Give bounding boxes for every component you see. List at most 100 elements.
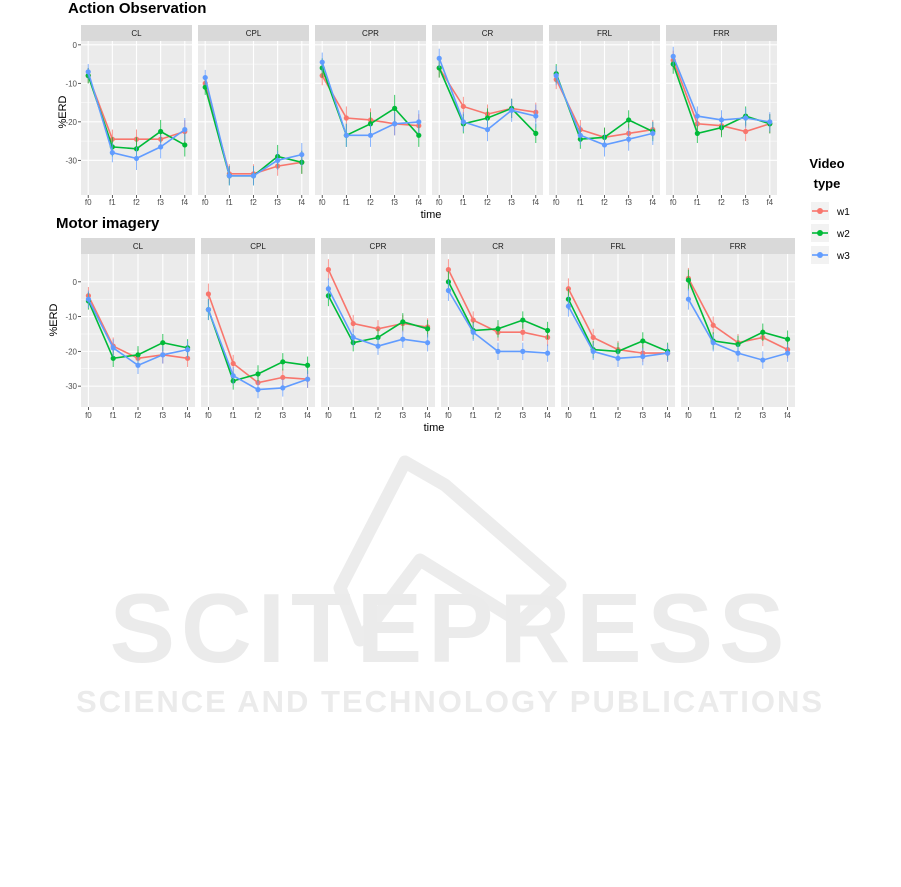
data-point bbox=[694, 130, 700, 136]
x-tick-label: f4 bbox=[298, 198, 305, 207]
data-point bbox=[460, 103, 466, 110]
data-point bbox=[436, 55, 442, 61]
y-tick-label: -10 bbox=[65, 79, 77, 88]
data-point bbox=[760, 329, 766, 335]
data-point bbox=[280, 374, 286, 381]
y-tick-label: -20 bbox=[65, 347, 77, 356]
x-tick-label: f4 bbox=[766, 198, 773, 207]
x-tick-label: f2 bbox=[375, 411, 382, 420]
x-tick-label: f4 bbox=[532, 198, 539, 207]
data-point bbox=[325, 286, 332, 292]
data-point bbox=[85, 69, 91, 75]
ylabel-motor-imagery: %ERD bbox=[48, 303, 60, 336]
data-point bbox=[626, 117, 632, 123]
facet-strip bbox=[681, 238, 795, 254]
data-point bbox=[160, 340, 166, 346]
facet-cpl: CPL f0 f1 f2 f3 f4 bbox=[201, 238, 315, 420]
data-point bbox=[460, 119, 466, 125]
data-point bbox=[694, 113, 700, 119]
x-tick-label: f4 bbox=[649, 198, 656, 207]
data-point bbox=[392, 105, 398, 111]
series-w3 bbox=[685, 288, 791, 369]
data-point bbox=[133, 155, 140, 162]
x-tick-label: f1 bbox=[230, 411, 237, 420]
facet-frr: FRR f0 f1 f2 f3 f4 bbox=[666, 25, 777, 207]
y-tick-label: -30 bbox=[65, 156, 77, 165]
data-point bbox=[350, 320, 356, 327]
x-tick-label: f4 bbox=[181, 198, 188, 207]
x-tick-label: f1 bbox=[110, 411, 117, 420]
data-point bbox=[424, 340, 431, 346]
watermark-book-shape bbox=[333, 455, 567, 647]
series-w3 bbox=[553, 66, 656, 157]
facet-strip bbox=[666, 25, 777, 41]
x-tick-label: f2 bbox=[135, 411, 142, 420]
data-point bbox=[470, 317, 476, 323]
data-point bbox=[392, 121, 398, 127]
data-point bbox=[495, 348, 501, 354]
x-tick-label: f3 bbox=[391, 198, 398, 207]
data-point bbox=[230, 360, 236, 367]
data-point bbox=[640, 353, 646, 360]
x-tick-label: f3 bbox=[508, 198, 515, 207]
data-point bbox=[109, 150, 115, 156]
data-point bbox=[544, 327, 551, 334]
legend-title-line2: type bbox=[814, 176, 841, 191]
ylabel-action-observation: %ERD bbox=[57, 95, 69, 128]
data-point bbox=[735, 350, 741, 356]
data-point bbox=[743, 128, 749, 135]
data-point bbox=[135, 352, 141, 358]
y-tick-label: 0 bbox=[73, 41, 78, 50]
series-w3 bbox=[85, 64, 188, 170]
data-point bbox=[520, 329, 526, 335]
series-w3 bbox=[205, 299, 311, 399]
x-tick-label: f3 bbox=[159, 411, 166, 420]
data-point bbox=[158, 128, 164, 135]
x-tick-label: f0 bbox=[325, 411, 332, 420]
legend-key-point bbox=[817, 208, 823, 214]
facet-cl: CL 0 -10 -20 -30 f0 f1 f2 f3 f4 bbox=[65, 25, 192, 207]
data-point bbox=[626, 136, 632, 142]
x-tick-label: f0 bbox=[445, 411, 452, 420]
facet-cr: CR f0 f1 f2 f3 f4 bbox=[432, 25, 543, 207]
data-point bbox=[325, 267, 332, 273]
data-point bbox=[743, 115, 749, 121]
data-point bbox=[710, 322, 716, 328]
facet-strip-label: FRR bbox=[730, 242, 747, 251]
data-point bbox=[416, 119, 422, 125]
xlabel-action-observation: time bbox=[421, 209, 442, 221]
data-point bbox=[250, 173, 257, 179]
data-point bbox=[135, 362, 141, 368]
facets-motor-imagery: CL 0 -10 -20 -30 f0 f1 f2 f3 f4 CPL f0 f1 f2 f3 f4 CPR f0… bbox=[65, 238, 795, 420]
data-point bbox=[424, 326, 431, 332]
data-point bbox=[202, 74, 208, 81]
legend-label: w3 bbox=[836, 251, 850, 262]
data-point bbox=[565, 303, 572, 309]
y-tick-label: -20 bbox=[65, 118, 77, 127]
watermark-sub: SCIENCE AND TECHNOLOGY PUBLICATIONS bbox=[76, 684, 824, 719]
facet-strip bbox=[549, 25, 660, 41]
data-point bbox=[509, 107, 515, 113]
facet-cpr: CPR f0 f1 f2 f3 f4 bbox=[315, 25, 426, 207]
data-point bbox=[495, 326, 501, 332]
data-point bbox=[577, 132, 583, 138]
legend-item-w2: w2 bbox=[811, 224, 850, 242]
data-point bbox=[670, 53, 676, 60]
data-point bbox=[304, 362, 311, 368]
data-point bbox=[255, 371, 261, 377]
data-point bbox=[350, 334, 356, 341]
data-point bbox=[601, 142, 608, 148]
legend-label: w1 bbox=[836, 207, 850, 218]
series-w3 bbox=[319, 52, 422, 147]
data-point bbox=[760, 357, 766, 363]
data-point bbox=[158, 144, 164, 150]
x-tick-label: f1 bbox=[694, 198, 701, 207]
series-w3 bbox=[670, 46, 773, 132]
x-tick-label: f3 bbox=[625, 198, 632, 207]
data-point bbox=[280, 385, 286, 391]
x-tick-label: f1 bbox=[710, 411, 717, 420]
legend-key-point bbox=[817, 230, 823, 236]
series-w3 bbox=[445, 280, 551, 362]
x-tick-label: f0 bbox=[565, 411, 572, 420]
facet-strip bbox=[201, 238, 315, 254]
